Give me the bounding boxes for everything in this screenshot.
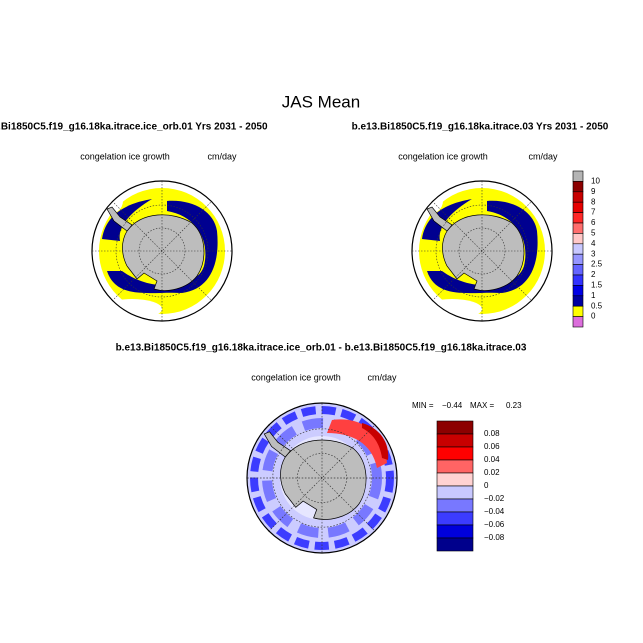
colorbar-label: −0.04 (484, 507, 505, 516)
colorbar-label: −0.06 (484, 520, 505, 529)
colorbar-label: 2.5 (591, 260, 603, 269)
colorbar-box (436, 537, 474, 552)
stat-label: MAX = (470, 401, 495, 410)
colorbar-box (572, 295, 584, 307)
colorbar-label: 4 (591, 239, 596, 248)
colorbar-box (436, 472, 474, 487)
colorbar-box (572, 253, 584, 265)
colorbar-box (572, 191, 584, 203)
colorbar-box (436, 459, 474, 474)
colorbar-box (572, 201, 584, 213)
colorbar-label: 0.04 (484, 455, 500, 464)
colorbar-label: 9 (591, 187, 596, 196)
colorbar-label: 1 (591, 291, 596, 300)
colorbar-box (572, 285, 584, 297)
colorbar-box (572, 316, 584, 328)
colorbar-label: 5 (591, 229, 596, 238)
colorbar-label: 0 (591, 312, 596, 321)
colorbar-box (572, 264, 584, 276)
colorbar-label: 1.5 (591, 281, 603, 290)
field-name: congelation ice growth (398, 151, 488, 161)
colorbar-label: 0.08 (484, 429, 500, 438)
colorbar-label: 0 (484, 481, 489, 490)
panel-title: b.e13.Bi1850C5.f19_g16.18ka.itrace.ice_o… (116, 343, 527, 354)
colorbar-box (572, 305, 584, 317)
colorbar-label: 0.06 (484, 442, 500, 451)
colorbar-box (436, 433, 474, 448)
field-name: congelation ice growth (251, 372, 341, 382)
colorbar-box (572, 243, 584, 255)
panel-title: b.e13.Bi1850C5.f19_g16.18ka.itrace.ice_o… (0, 122, 268, 133)
field-name: congelation ice growth (80, 151, 170, 161)
stat-value: −0.44 (442, 401, 463, 410)
map (411, 181, 552, 321)
units: cm/day (528, 151, 558, 161)
panel-title: b.e13.Bi1850C5.f19_g16.18ka.itrace.03 Yr… (352, 122, 609, 133)
colorbar-box (436, 446, 474, 461)
colorbar-box (436, 485, 474, 500)
map (91, 181, 232, 321)
colorbar-label: 6 (591, 218, 596, 227)
colorbar-box (436, 511, 474, 526)
colorbar-box (572, 233, 584, 245)
colorbar-label: 2 (591, 270, 596, 279)
colorbar-box (572, 181, 584, 193)
colorbar-label: 3 (591, 249, 596, 258)
colorbar-box (572, 212, 584, 224)
stat-label: MIN = (412, 401, 434, 410)
colorbar-box (436, 524, 474, 539)
colorbar-label: 8 (591, 197, 596, 206)
colorbar-label: −0.02 (484, 494, 505, 503)
units: cm/day (367, 372, 397, 382)
colorbar-box (436, 420, 474, 435)
colorbar-label: 7 (591, 208, 596, 217)
colorbar-box (436, 498, 474, 513)
figure-title: JAS Mean (282, 92, 360, 111)
colorbar-box (572, 170, 584, 182)
colorbar-label: 0.02 (484, 468, 500, 477)
stat-value: 0.23 (506, 401, 522, 410)
colorbar-box (572, 274, 584, 286)
colorbar-label: −0.08 (484, 533, 505, 542)
colorbar-label: 0.5 (591, 301, 603, 310)
units: cm/day (207, 151, 237, 161)
colorbar-box (572, 222, 584, 234)
colorbar-label: 10 (591, 177, 600, 186)
map (246, 402, 398, 554)
